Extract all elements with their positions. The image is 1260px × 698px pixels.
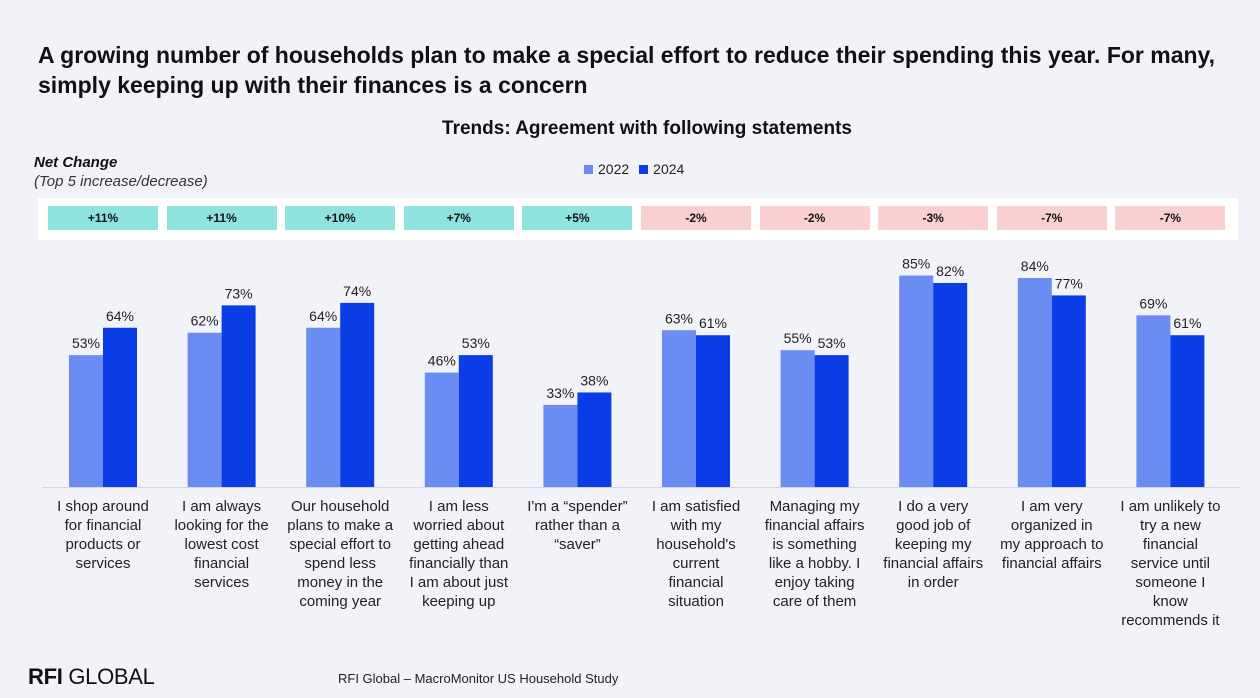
net-change-box: -2% — [759, 206, 870, 230]
data-label: 82% — [936, 263, 964, 279]
bar-2022 — [187, 332, 222, 487]
chart-title: Trends: Agreement with following stateme… — [442, 118, 852, 139]
category-label: I am always looking for the lowest cost fin… — [174, 498, 268, 591]
category-label: I am very organized in my approach to finan… — [1000, 498, 1103, 572]
net-change-box: -7% — [1115, 206, 1226, 230]
bar-2022 — [543, 404, 578, 487]
net-change-box: +5% — [522, 206, 633, 230]
bar-2024 — [933, 282, 968, 487]
data-label: 63% — [665, 310, 693, 326]
net-change-box: -2% — [641, 206, 751, 230]
bar-2022 — [69, 355, 103, 487]
bar-2022 — [1136, 315, 1171, 487]
logo-rest-text: GLOBAL — [62, 664, 155, 689]
data-label: 69% — [1139, 295, 1167, 311]
net-change-strip: +11% +11% +10% +7% +5% -2% -2% -3% -7% -7% — [38, 198, 1238, 240]
slide-title: A growing number of households plan to m… — [38, 42, 1216, 98]
bar-2022 — [424, 372, 459, 487]
legend-swatch-2024 — [639, 164, 649, 174]
data-label: 85% — [902, 256, 930, 272]
bar-2024 — [1051, 295, 1086, 487]
data-label: 55% — [784, 330, 812, 346]
legend-item-2024: 2024 — [639, 161, 684, 177]
net-change-box: -3% — [878, 206, 989, 230]
data-label: 84% — [1021, 258, 1049, 274]
bar-2022 — [1017, 278, 1052, 487]
legend-swatch-2022 — [584, 164, 593, 174]
data-label: 46% — [428, 353, 456, 369]
data-label: 33% — [546, 385, 574, 401]
bar-2024 — [458, 355, 493, 487]
net-change-box: +10% — [285, 206, 396, 230]
category-label: I do a very good job of keeping my financia… — [883, 498, 983, 591]
net-change-box: +11% — [48, 206, 158, 230]
net-change-box: +7% — [403, 206, 514, 230]
category-label: I am unlikely to try a new financial servic… — [1120, 498, 1220, 629]
data-label: 62% — [191, 313, 219, 329]
data-label: 61% — [699, 315, 727, 331]
bar-2022 — [662, 330, 696, 487]
bar-2022 — [306, 327, 341, 487]
data-label: 77% — [1055, 275, 1083, 291]
rfi-global-logo: RFI GLOBAL — [28, 664, 155, 690]
data-label: 73% — [225, 285, 253, 301]
chart-legend: 2022 2024 — [584, 161, 684, 177]
net-change-label: Net Change — [34, 154, 118, 171]
data-label: 74% — [343, 283, 371, 299]
data-label: 64% — [309, 308, 337, 324]
data-label: 64% — [106, 308, 134, 324]
data-label: 53% — [72, 335, 100, 351]
bar-2024 — [221, 305, 256, 487]
category-label: I shop around for financial products or ser… — [57, 498, 149, 572]
legend-item-2022: 2022 — [584, 161, 629, 177]
bar-2024 — [577, 392, 612, 487]
net-change-box: +11% — [166, 206, 277, 230]
bar-2024 — [340, 302, 375, 487]
bar-2024 — [103, 327, 137, 487]
net-change-sublabel: (Top 5 increase/decrease) — [34, 173, 208, 190]
category-label: Managing my financial affairs is something… — [765, 498, 865, 610]
bar-2024 — [814, 355, 849, 487]
legend-label-2022: 2022 — [598, 161, 630, 177]
net-change-box: -7% — [996, 206, 1107, 230]
legend-label-2024: 2024 — [653, 161, 685, 177]
category-label: Our household plans to make a special effo… — [287, 498, 394, 610]
data-label: 38% — [580, 372, 608, 388]
category-label: I am satisfied with my household's current f… — [652, 498, 740, 610]
data-label: 53% — [818, 335, 846, 351]
data-label: 53% — [462, 335, 490, 351]
category-label: I'm a “spender” rather than a “saver” — [527, 498, 627, 553]
bar-2024 — [696, 335, 730, 487]
source-note: RFI Global – MacroMonitor US Household S… — [338, 671, 619, 686]
bar-2024 — [1170, 335, 1205, 487]
logo-bold-text: RFI — [28, 664, 63, 689]
data-label: 61% — [1173, 315, 1201, 331]
bar-2022 — [780, 350, 815, 487]
category-label: I am less worried about getting ahead finan… — [409, 498, 509, 610]
bar-2022 — [899, 275, 934, 487]
